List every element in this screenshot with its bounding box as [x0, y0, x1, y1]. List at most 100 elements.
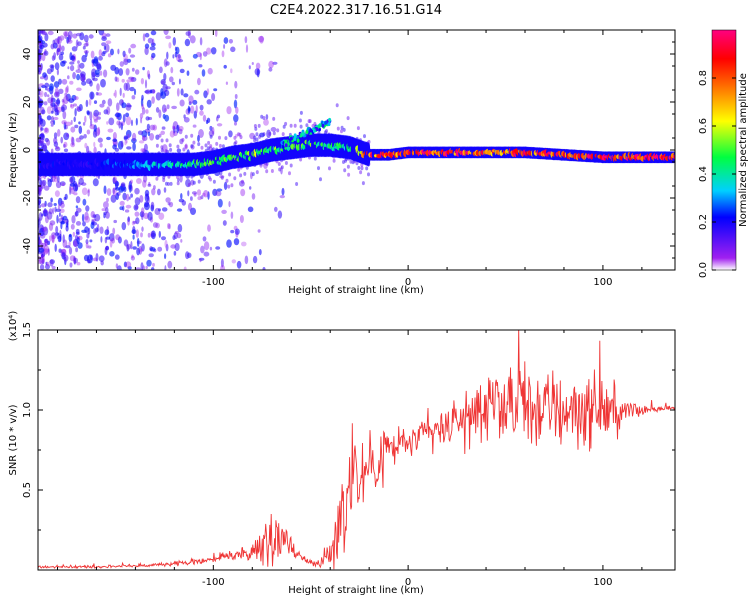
spectrogram-noise-cell	[233, 238, 240, 246]
spectrogram-noise-cell	[38, 247, 45, 253]
spectrogram-noise-cell	[106, 197, 109, 202]
spectrogram-noise-cell	[47, 94, 50, 98]
colorbar-label: Normalized spectral amplitude	[738, 73, 749, 227]
spectrogram-noise-cell	[150, 201, 155, 210]
spectrogram-noise-cell	[166, 104, 170, 110]
spectrogram-noise-cell	[128, 47, 132, 54]
spectrogram-noise-cell	[72, 103, 77, 107]
spectrogram-noise-cell	[117, 48, 120, 55]
spectrogram-noise-cell	[288, 171, 291, 176]
spectrogram-noise-cell	[147, 37, 154, 44]
spectrogram-noise-cell	[212, 179, 216, 184]
spectrogram-noise-cell	[130, 43, 137, 49]
spectrogram-noise-cell	[280, 165, 284, 170]
spectrogram-noise-cell	[86, 110, 90, 115]
spectrogram-noise-cell	[150, 230, 156, 240]
spectrogram-noise-cell	[162, 83, 168, 93]
snr-x-axis-label: Height of straight line (km)	[288, 585, 424, 596]
spectrogram-noise-cell	[367, 172, 370, 177]
spectrogram-noise-cell	[203, 90, 208, 99]
spectrogram-noise-cell	[121, 78, 125, 83]
spectrogram-noise-cell	[184, 38, 191, 47]
spectrogram-noise-cell	[44, 33, 49, 42]
spectrogram-noise-cell	[210, 47, 217, 55]
spectrogram-noise-cell	[230, 229, 235, 234]
spectrogram-noise-cell	[86, 145, 90, 154]
spectrogram-noise-cell	[174, 242, 180, 252]
spectrogram-noise-cell	[180, 193, 183, 200]
spectrogram-noise-cell	[50, 120, 55, 125]
spectrogram-noise-cell	[215, 141, 219, 146]
spectrogram-noise-cell	[92, 129, 98, 138]
x-tick-label: 0	[405, 277, 411, 288]
spectrogram-noise-cell	[188, 202, 192, 211]
spectrogram-noise-cell	[141, 94, 144, 101]
spectrogram-noise-cell	[227, 184, 231, 189]
spectrogram-noise-cell	[199, 52, 202, 61]
spectrogram-noise-cell	[54, 38, 60, 45]
spectrogram-noise-cell	[44, 238, 48, 244]
spectrogram-noise-cell	[119, 61, 125, 67]
spectrogram-noise-cell	[83, 34, 89, 43]
spectrogram-noise-cell	[44, 137, 49, 143]
spectrogram-noise-cell	[107, 128, 114, 133]
spectrogram-noise-cell	[42, 72, 47, 78]
spectrogram-noise-cell	[84, 211, 89, 221]
spectrogram-noise-cell	[114, 254, 120, 260]
spectrogram-noise-cell	[75, 69, 82, 73]
spectrogram-noise-cell	[268, 131, 272, 136]
spectrogram-noise-cell	[194, 89, 200, 95]
spectrogram-noise-cell	[68, 98, 75, 103]
spectrogram-noise-cell	[113, 92, 116, 97]
spectrogram-noise-cell	[93, 109, 100, 117]
spectrogram-noise-cell	[298, 118, 302, 123]
spectrogram-noise-cell	[126, 243, 132, 250]
spectrogram-noise-cell	[268, 60, 274, 69]
spectrogram-noise-cell	[132, 220, 137, 224]
spectrogram-noise-cell	[187, 182, 191, 187]
spectrogram-noise-cell	[243, 171, 247, 176]
spectrogram-noise-cell	[258, 35, 265, 43]
spectrogram-noise-cell	[184, 134, 188, 139]
spectrogram-noise-cell	[225, 81, 228, 85]
spectrogram-noise-cell	[92, 178, 99, 187]
spectrogram-noise-cell	[46, 240, 51, 246]
spectrogram-noise-cell	[162, 175, 166, 180]
spectrogram-noise-cell	[207, 224, 211, 232]
spectrogram-noise-cell	[54, 190, 60, 198]
spectrogram-noise-cell	[125, 112, 130, 118]
snr-y-multiplier: (x10⁴)	[8, 311, 19, 342]
spectrogram-noise-cell	[277, 162, 281, 166]
spectrogram-noise-cell	[101, 42, 107, 47]
spectrogram-noise-cell	[214, 30, 218, 37]
spectrogram-noise-cell	[77, 60, 80, 64]
spectrogram-noise-cell	[233, 99, 238, 109]
spectrogram-noise-cell	[182, 147, 186, 152]
spectrogram-noise-cell	[87, 188, 90, 193]
spectrogram-ridge-cell	[301, 131, 305, 136]
spectrogram-noise-cell	[50, 43, 55, 50]
spectrogram-ridge-cell	[284, 143, 288, 148]
spectrogram-noise-cell	[172, 235, 176, 241]
spectrogram-noise-cell	[197, 179, 201, 184]
spectrogram-noise-cell	[49, 259, 54, 267]
spectrogram-noise-cell	[152, 124, 157, 131]
spectrogram-noise-cell	[66, 133, 69, 138]
spectrogram-noise-cell	[164, 265, 167, 270]
spectrogram-noise-cell	[41, 85, 46, 89]
spectrogram-noise-cell	[152, 262, 155, 267]
spectrogram-noise-cell	[192, 99, 198, 105]
spectrogram-noise-cell	[75, 39, 79, 48]
spectrogram-noise-cell	[105, 33, 111, 37]
spectrogram-noise-cell	[207, 191, 210, 200]
spectrogram-noise-cell	[131, 77, 137, 82]
spectrogram-noise-cell	[54, 91, 60, 98]
spectrogram-noise-cell	[165, 138, 169, 143]
spectrogram-noise-cell	[135, 267, 142, 270]
spectrogram-noise-cell	[81, 54, 87, 63]
spectrogram-noise-cell	[84, 142, 88, 149]
spectrogram-noise-cell	[317, 166, 320, 171]
spectrogram-noise-cell	[215, 246, 221, 250]
spectrogram-noise-cell	[120, 140, 124, 148]
